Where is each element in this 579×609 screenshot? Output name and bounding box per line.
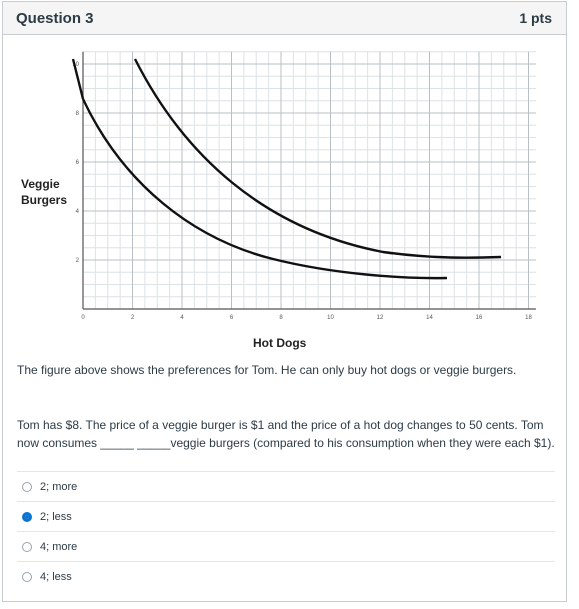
question-card: Question 3 1 pts 0 2 4 6 8 10 12 14 16 18 10 8 6 4 2 V…: [2, 1, 567, 602]
question-prompt-line1: Tom has $8. The price of a veggie burger…: [17, 418, 544, 432]
indifference-curve-upper: [133, 58, 502, 259]
answer-option-label: 2; less: [40, 510, 72, 523]
y-tick-label: 2: [76, 258, 80, 264]
x-tick-label: 12: [377, 315, 384, 321]
answer-options: 2; more 2; less 4; more 4; less: [17, 471, 555, 591]
y-tick-label: 10: [72, 62, 79, 68]
x-tick-label: 0: [81, 315, 85, 321]
radio-icon[interactable]: [22, 481, 32, 492]
question-prompt-line2: now consumes _____ _____veggie burgers (…: [17, 436, 555, 450]
indifference-curve-lower: [81, 98, 448, 280]
question-points: 1 pts: [519, 10, 552, 26]
y-tick-label: 8: [76, 111, 80, 117]
y-axis-label-line1: Veggie: [21, 177, 60, 191]
answer-option-label: 4; less: [40, 570, 72, 583]
x-tick-label: 14: [426, 315, 433, 321]
indifference-curve-figure: 0 2 4 6 8 10 12 14 16 18 10 8 6 4 2 Veggie Burgers: [3, 34, 566, 364]
answer-option[interactable]: 2; less: [17, 501, 555, 531]
radio-icon[interactable]: [22, 541, 32, 552]
graph: 0 2 4 6 8 10 12 14 16 18 10 8 6 4 2: [71, 51, 536, 321]
answer-option[interactable]: 4; more: [17, 531, 555, 561]
x-tick-label: 8: [279, 315, 283, 321]
x-tick-label: 10: [327, 315, 334, 321]
y-tick-label: 6: [76, 160, 80, 166]
answer-option-label: 4; more: [40, 540, 78, 553]
x-tick-label: 16: [476, 315, 483, 321]
x-tick-label: 18: [525, 315, 532, 321]
question-title: Question 3: [16, 9, 94, 27]
answer-option[interactable]: 2; more: [17, 471, 555, 501]
indifference-curve-lower-start: [71, 58, 85, 100]
question-header: Question 3 1 pts: [3, 2, 566, 35]
y-tick-label: 4: [76, 209, 80, 215]
question-intro: The figure above shows the preferences f…: [17, 363, 517, 377]
y-axis-label: Veggie Burgers: [21, 176, 67, 208]
answer-option-label: 2; more: [40, 480, 78, 493]
radio-selected-icon[interactable]: [22, 511, 32, 522]
x-tick-label: 4: [180, 315, 184, 321]
x-axis-label: Hot Dogs: [253, 336, 307, 350]
answer-option[interactable]: 4; less: [17, 561, 555, 591]
x-tick-label: 6: [230, 315, 234, 321]
x-tick-label: 2: [131, 315, 135, 321]
y-axis-label-line2: Burgers: [21, 193, 68, 207]
radio-icon[interactable]: [22, 571, 32, 582]
